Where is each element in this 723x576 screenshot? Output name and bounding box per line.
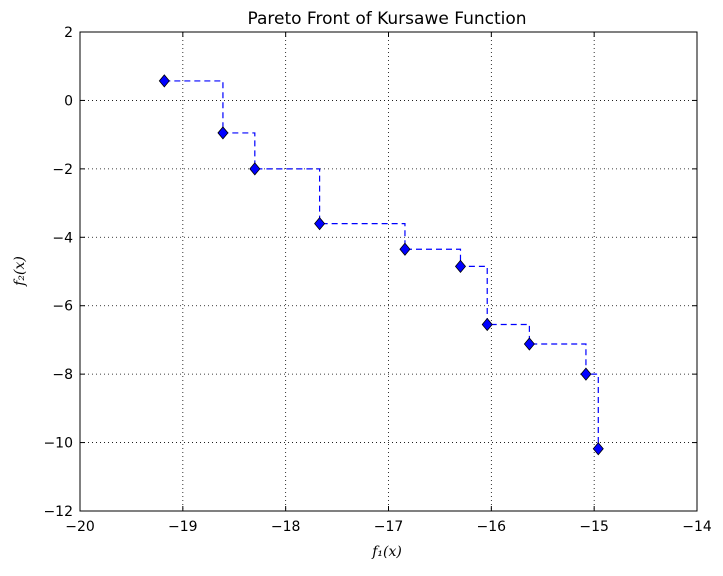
y-tick-label: −2 [52,162,73,178]
series-step-line [164,80,599,449]
x-axis-label: f₁(x) [371,544,402,560]
y-tick-label: −6 [52,299,73,315]
data-point-diamond [592,442,604,456]
data-point-diamond [399,242,411,256]
data-point-diamond [481,317,493,332]
x-tick-label: −14 [682,519,712,535]
x-tick-label: −18 [271,519,301,535]
y-tick-label: −8 [52,367,73,383]
data-point-diamond [314,216,326,231]
data-point-diamond [580,367,592,381]
x-tick-label: −16 [477,519,507,535]
x-tick-label: −15 [579,519,609,535]
chart-title: Pareto Front of Kursawe Function [247,9,526,29]
marker-layer [158,74,604,456]
y-tick-label: −10 [43,436,73,452]
series-line-layer [164,80,599,449]
y-tick-label: −12 [43,504,73,520]
y-tick-label: 0 [64,93,73,109]
data-point-diamond [523,337,535,351]
x-tick-label: −19 [168,519,198,535]
ticks: −20 −19 −18 −17 −16 −15 −14−12−10−8−6−4−202 [43,25,711,535]
data-point-diamond [249,162,261,176]
y-tick-label: 2 [64,25,73,41]
data-point-diamond [158,74,170,88]
data-point-diamond [217,126,229,140]
grid [80,32,697,511]
y-axis-label: f₂(x) [12,256,28,287]
data-point-diamond [454,259,467,273]
y-tick-label: −4 [52,230,73,246]
x-tick-label: −20 [65,519,95,535]
x-tick-label: −17 [374,519,404,535]
axes-frame [79,31,698,512]
